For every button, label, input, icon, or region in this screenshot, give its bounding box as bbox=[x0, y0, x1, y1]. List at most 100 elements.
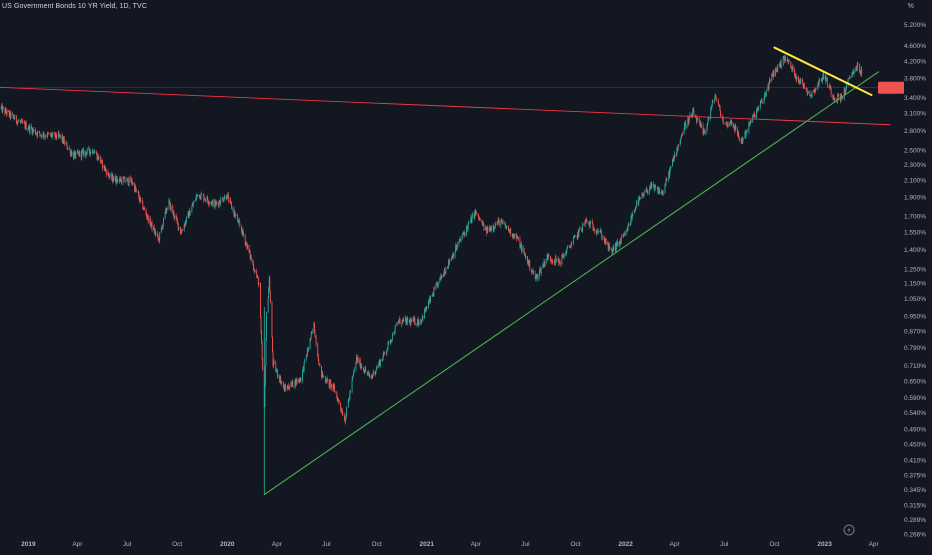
candle-body bbox=[588, 222, 590, 224]
candle-body bbox=[704, 132, 706, 133]
candle-body bbox=[440, 274, 442, 279]
candle-body bbox=[317, 344, 319, 356]
candle-body bbox=[531, 271, 533, 273]
candle-body bbox=[431, 295, 433, 297]
candle-body bbox=[97, 155, 99, 160]
candle-body bbox=[833, 98, 835, 101]
candle-body bbox=[176, 215, 178, 219]
candle-body bbox=[468, 222, 470, 225]
candle-body bbox=[577, 231, 579, 236]
candle-body bbox=[738, 137, 740, 139]
candle-body bbox=[318, 360, 320, 365]
candle-body bbox=[272, 337, 273, 352]
y-tick-label: 1.700% bbox=[904, 214, 926, 221]
candle-body bbox=[711, 105, 713, 108]
candle-body bbox=[193, 200, 195, 203]
candle-body bbox=[212, 200, 214, 207]
candle-body bbox=[185, 221, 187, 223]
candle-body bbox=[395, 324, 397, 326]
candle-body bbox=[176, 218, 178, 222]
candle-body bbox=[745, 131, 747, 136]
candle-body bbox=[318, 364, 320, 365]
candle-body bbox=[84, 151, 86, 156]
candle-body bbox=[137, 190, 139, 195]
candle-body bbox=[383, 351, 385, 356]
candle-body bbox=[662, 192, 664, 195]
time-axis[interactable]: 2019 Apr Jul Oct 2020 Apr Jul Oct 2021 Apr Jul Oct 2… bbox=[21, 541, 879, 548]
candle-body bbox=[449, 260, 451, 264]
candle-body bbox=[343, 415, 345, 419]
candle-body bbox=[172, 206, 174, 214]
candle-body bbox=[188, 210, 190, 218]
candle-body bbox=[708, 117, 709, 120]
candle-body bbox=[830, 85, 832, 89]
candle-body bbox=[750, 120, 752, 123]
candle-body bbox=[150, 224, 152, 226]
candle-body bbox=[622, 236, 624, 238]
candle-body bbox=[227, 195, 229, 202]
candle-body bbox=[618, 241, 620, 246]
candle-body bbox=[669, 169, 671, 176]
candle-body bbox=[135, 189, 137, 191]
candle-body bbox=[237, 215, 239, 223]
candle-body bbox=[573, 235, 575, 238]
candle-body bbox=[661, 190, 663, 195]
y-tick-label: 3.800% bbox=[904, 76, 926, 83]
candle-body bbox=[511, 234, 513, 237]
candle-body bbox=[577, 231, 579, 238]
candle-body bbox=[96, 153, 98, 160]
candle-body bbox=[161, 226, 163, 229]
candle-body bbox=[609, 248, 611, 249]
candle-body bbox=[745, 132, 747, 136]
candle-body bbox=[547, 254, 549, 260]
candle-body bbox=[284, 385, 285, 392]
candle-body bbox=[282, 382, 284, 387]
candle-body bbox=[591, 221, 593, 225]
candle-body bbox=[12, 113, 13, 115]
candle-body bbox=[680, 138, 682, 142]
candle-body bbox=[590, 221, 592, 223]
candle-body bbox=[302, 367, 304, 371]
candle-body bbox=[493, 228, 495, 229]
candle-body bbox=[813, 90, 815, 92]
candle-body bbox=[746, 130, 748, 133]
candle-body bbox=[164, 211, 166, 218]
candle-body bbox=[292, 386, 294, 388]
candle-body bbox=[177, 222, 179, 230]
candle-body bbox=[208, 202, 210, 204]
candle-body bbox=[75, 151, 77, 158]
symbol-title[interactable]: US Government Bonds 10 YR Yield, 1D, TVC bbox=[2, 3, 147, 10]
candle-body bbox=[784, 55, 786, 61]
candle-body bbox=[608, 244, 610, 249]
candle-body bbox=[380, 359, 382, 361]
candle-body bbox=[315, 336, 317, 345]
candle-body bbox=[214, 200, 216, 206]
candle-body bbox=[387, 342, 389, 348]
lightning-icon[interactable] bbox=[843, 524, 855, 536]
candle-body bbox=[92, 149, 94, 153]
candle-body bbox=[230, 201, 232, 204]
candle-body bbox=[378, 360, 380, 363]
candle-body bbox=[596, 230, 598, 233]
candle-body bbox=[12, 114, 14, 117]
candle-body bbox=[752, 116, 754, 123]
drawings-layer[interactable] bbox=[0, 46, 891, 496]
candle-body bbox=[298, 378, 300, 382]
price-axis[interactable]: 0.266% 0.289% 0.315% 0.345% 0.375% 0.410% 0.45… bbox=[904, 22, 926, 538]
candle-body bbox=[765, 93, 767, 96]
candle-body bbox=[486, 227, 488, 234]
y-tick-label: 1.250% bbox=[904, 266, 926, 273]
candle-body bbox=[317, 355, 319, 361]
candle-body bbox=[254, 270, 255, 272]
candle-body bbox=[79, 151, 81, 157]
candle-body bbox=[118, 179, 120, 182]
candle-body bbox=[634, 210, 636, 212]
candle-body bbox=[536, 274, 538, 277]
candle-body bbox=[281, 382, 283, 383]
candle-body bbox=[314, 322, 315, 332]
candle-body bbox=[319, 364, 321, 366]
candle-body bbox=[421, 319, 423, 323]
candle-body bbox=[245, 242, 247, 244]
